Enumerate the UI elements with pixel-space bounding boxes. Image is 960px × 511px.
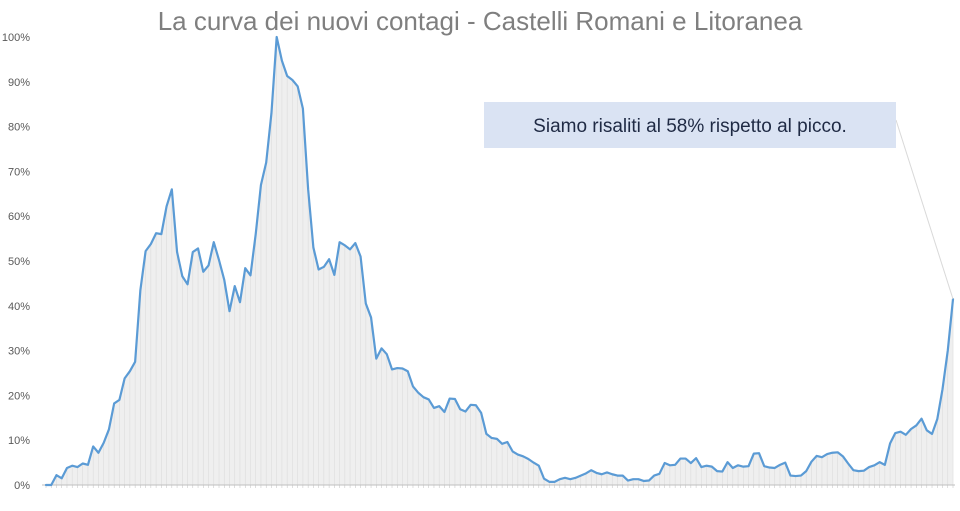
- y-axis: 0% 10% 20% 30% 40% 50% 60% 70% 80% 90% 100%: [2, 32, 30, 492]
- y-tick-label: 60%: [8, 211, 30, 223]
- y-tick-label: 50%: [8, 256, 30, 268]
- stripe-layer: [56, 37, 954, 485]
- y-tick-label: 30%: [8, 346, 30, 358]
- series-line: [44, 35, 955, 487]
- y-tick-label: 40%: [8, 301, 30, 313]
- callout-pointer: [895, 119, 954, 300]
- y-tick-label: 20%: [8, 390, 30, 402]
- chart-title: La curva dei nuovi contagi - Castelli Ro…: [158, 6, 803, 36]
- line-layer: [44, 35, 955, 487]
- series-area: [46, 37, 953, 485]
- y-tick-label: 100%: [2, 32, 30, 44]
- y-tick-label: 90%: [8, 77, 30, 89]
- area-layer: [46, 37, 953, 485]
- y-tick-label: 70%: [8, 166, 30, 178]
- y-tick-label: 80%: [8, 122, 30, 134]
- y-tick-label: 10%: [8, 435, 30, 447]
- y-tick-label: 0%: [14, 480, 30, 492]
- callout-text: Siamo risaliti al 58% rispetto al picco.: [533, 116, 847, 137]
- callout-box: [484, 102, 896, 148]
